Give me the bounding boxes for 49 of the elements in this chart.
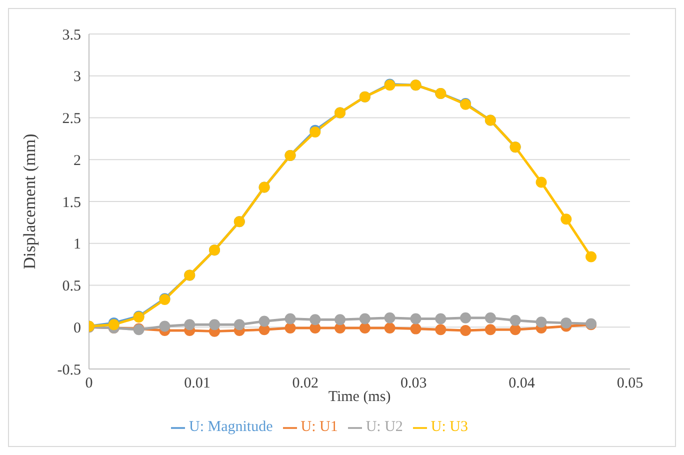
point: [484, 312, 496, 324]
y-tick-label: 0: [74, 320, 81, 336]
point: [536, 176, 547, 188]
point: [460, 324, 472, 336]
legend-label: U: U3: [430, 419, 468, 435]
point: [334, 314, 346, 326]
point: [359, 322, 370, 334]
x-tick-label: 0: [85, 376, 93, 392]
point: [209, 319, 220, 330]
legend-label: U: U1: [300, 419, 338, 435]
point: [460, 312, 472, 324]
point: [410, 313, 422, 324]
point: [435, 313, 446, 324]
x-tick-label: 0.02: [292, 376, 319, 392]
legend-label: U: Magnitude: [188, 419, 273, 435]
y-tick-label: 1: [74, 236, 81, 253]
point: [510, 314, 521, 326]
x-axis-title: Time (ms): [328, 389, 391, 405]
point: [384, 322, 396, 334]
point: [484, 324, 496, 336]
point: [560, 317, 572, 328]
point: [384, 312, 396, 324]
x-tick-label: 0.04: [508, 376, 536, 392]
point: [435, 324, 446, 336]
y-axis-title: Displacement (mm): [20, 134, 40, 270]
legend-label: U: U2: [366, 419, 403, 435]
point: [159, 320, 170, 332]
point: [410, 323, 422, 334]
y-tick-label: 3.5: [62, 27, 81, 44]
x-tick-label: 0.05: [616, 376, 644, 392]
point: [184, 319, 196, 330]
x-tick-label: 0.01: [184, 376, 210, 392]
point: [284, 313, 296, 324]
point: [258, 316, 270, 327]
point: [560, 214, 572, 225]
point: [536, 316, 547, 328]
y-tick-label: 0.5: [62, 278, 81, 295]
x-tick-label: 0.03: [400, 376, 427, 392]
point: [234, 319, 245, 330]
point: [284, 322, 296, 334]
y-tick-label: 3: [74, 69, 81, 86]
point: [510, 324, 521, 336]
point: [586, 251, 597, 262]
y-tick-label: 2.5: [62, 111, 81, 128]
point: [310, 314, 321, 326]
point: [359, 313, 370, 324]
y-tick-label: 1.5: [62, 194, 81, 211]
y-tick-label: 2: [74, 152, 81, 169]
y-tick-label: -0.5: [57, 362, 81, 378]
